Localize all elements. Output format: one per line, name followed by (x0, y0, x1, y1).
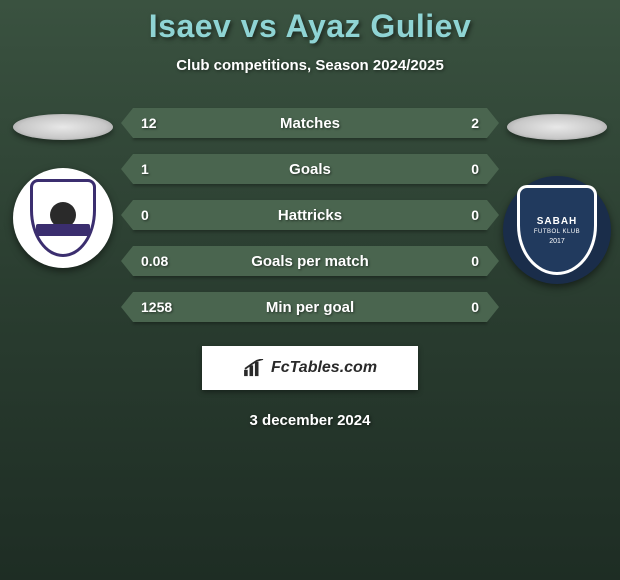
brand-box[interactable]: FcTables.com (202, 346, 418, 390)
stat-right-value: 0 (427, 299, 487, 315)
stat-label: Goals (193, 161, 427, 178)
crest-sub: FUTBOL KLUB (534, 229, 580, 235)
infographic-container: Isaev vs Ayaz Guliev Club competitions, … (0, 0, 620, 429)
stats-column: 12 Matches 2 1 Goals 0 0 Hattricks 0 0.0… (133, 108, 487, 322)
left-player-column (8, 114, 118, 268)
club-crest-right: SABAH FUTBOL KLUB 2017 (503, 176, 611, 284)
date-text: 3 december 2024 (250, 412, 371, 429)
brand-text: FcTables.com (271, 359, 377, 377)
bar-chart-icon (243, 359, 265, 377)
stat-row-matches: 12 Matches 2 (133, 108, 487, 138)
stat-row-hattricks: 0 Hattricks 0 (133, 200, 487, 230)
player-silhouette-right (507, 114, 607, 140)
stat-label: Matches (193, 115, 427, 132)
stat-right-value: 0 (427, 161, 487, 177)
shield-icon (30, 179, 96, 257)
main-row: 12 Matches 2 1 Goals 0 0 Hattricks 0 0.0… (0, 114, 620, 322)
stat-right-value: 2 (427, 115, 487, 131)
crest-year: 2017 (549, 238, 565, 245)
right-player-column: SABAH FUTBOL KLUB 2017 (502, 114, 612, 284)
stat-label: Goals per match (193, 253, 427, 270)
stat-row-mpg: 1258 Min per goal 0 (133, 292, 487, 322)
shield-icon: SABAH FUTBOL KLUB 2017 (517, 185, 597, 275)
stat-left-value: 0.08 (133, 253, 193, 269)
player-silhouette-left (13, 114, 113, 140)
crest-band (36, 224, 90, 236)
stat-left-value: 1258 (133, 299, 193, 315)
stat-right-value: 0 (427, 207, 487, 223)
page-title: Isaev vs Ayaz Guliev (149, 8, 471, 45)
stat-row-gpm: 0.08 Goals per match 0 (133, 246, 487, 276)
page-subtitle: Club competitions, Season 2024/2025 (176, 57, 444, 74)
stat-row-goals: 1 Goals 0 (133, 154, 487, 184)
stat-label: Hattricks (193, 207, 427, 224)
stat-left-value: 12 (133, 115, 193, 131)
crest-label: SABAH (537, 216, 578, 227)
stat-left-value: 1 (133, 161, 193, 177)
stat-label: Min per goal (193, 299, 427, 316)
stat-left-value: 0 (133, 207, 193, 223)
club-crest-left (13, 168, 113, 268)
stat-right-value: 0 (427, 253, 487, 269)
